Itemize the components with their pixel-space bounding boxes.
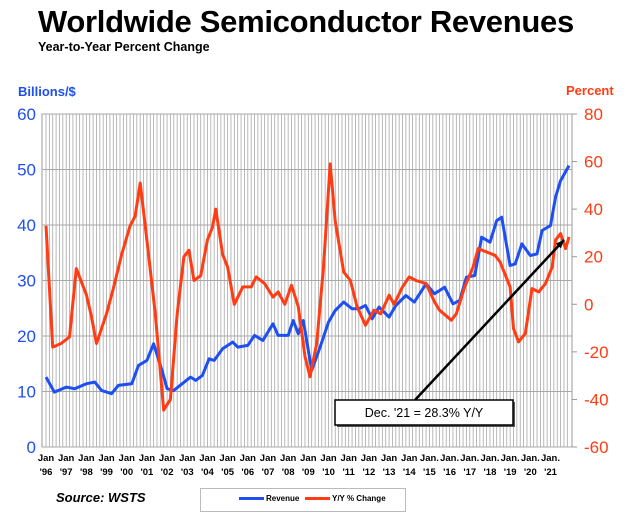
legend-item-revenue: Revenue: [239, 494, 299, 503]
left-tick-label: 20: [17, 327, 36, 346]
x-tick-label: Jan: [381, 453, 398, 464]
x-tick-label: Jan: [320, 453, 337, 464]
x-tick-label: Jan: [38, 453, 55, 464]
left-tick-label: 40: [17, 216, 36, 235]
x-tick-label: Jan: [240, 453, 257, 464]
legend-swatch-revenue: [239, 497, 264, 500]
left-tick-label: 0: [27, 438, 36, 457]
x-tick-label: Jan: [58, 453, 75, 464]
x-tick-label: '07: [262, 467, 275, 478]
x-tick-label: Jan: [341, 453, 358, 464]
x-tick-label: Jan: [280, 453, 297, 464]
left-tick-label: 10: [17, 383, 36, 402]
x-tick-label: '99: [100, 467, 113, 478]
x-tick-label: '17: [463, 467, 476, 478]
x-tick-label: Jan.: [521, 453, 540, 464]
x-tick-label: '02: [161, 467, 174, 478]
left-tick-label: 60: [17, 105, 36, 124]
x-tick-label: '21: [544, 467, 558, 478]
x-tick-label: Jan.: [420, 453, 439, 464]
x-tick-label: Jan: [139, 453, 156, 464]
left-tick-label: 30: [17, 272, 36, 291]
x-tick-label: Jan: [98, 453, 115, 464]
right-tick-label: 40: [584, 200, 603, 219]
x-tick-label: Jan: [219, 453, 236, 464]
legend-label-yoy: Y/Y % Change: [332, 494, 386, 503]
x-tick-label: Jan: [401, 453, 418, 464]
annotation-label: Dec. '21 = 28.3% Y/Y: [365, 406, 484, 420]
x-tick-label: Jan: [78, 453, 95, 464]
x-tick-label: Jan: [361, 453, 378, 464]
left-tick-label: 50: [17, 161, 36, 180]
legend: Revenue Y/Y % Change: [200, 488, 406, 512]
x-tick-label: '04: [201, 467, 215, 478]
x-tick-label: '15: [423, 467, 437, 478]
x-tick-label: '18: [484, 467, 497, 478]
right-tick-label: 20: [584, 248, 603, 267]
chart-title: Worldwide Semiconductor Revenues: [38, 4, 574, 39]
x-tick-label: '97: [60, 467, 73, 478]
x-tick-label: Jan: [159, 453, 176, 464]
right-tick-label: -40: [584, 390, 609, 409]
arrowhead-icon: [555, 239, 564, 249]
x-tick-label: Jan: [199, 453, 216, 464]
chart-subtitle: Year-to-Year Percent Change: [38, 40, 210, 54]
x-tick-label: '08: [282, 467, 295, 478]
x-tick-label: '06: [241, 467, 254, 478]
right-tick-label: 0: [584, 295, 593, 314]
x-tick-label: Jan.: [440, 453, 459, 464]
x-tick-label: Jan.: [480, 453, 499, 464]
x-tick-label: Jan: [179, 453, 196, 464]
x-tick-label: '19: [504, 467, 517, 478]
left-axis-label: Billions/$: [18, 84, 76, 99]
x-tick-label: Jan.: [541, 453, 560, 464]
x-tick-label: '96: [40, 467, 53, 478]
x-tick-label: '12: [362, 467, 375, 478]
x-tick-label: '13: [383, 467, 396, 478]
x-tick-label: '14: [403, 467, 417, 478]
annotation-arrow: [414, 239, 565, 401]
x-tick-label: '03: [181, 467, 194, 478]
right-axis-label: Percent: [566, 83, 614, 98]
x-tick-label: Jan.: [460, 453, 479, 464]
yoy-change-line: [44, 162, 571, 412]
legend-label-revenue: Revenue: [266, 494, 300, 503]
x-tick-label: '20: [524, 467, 537, 478]
x-tick-label: '00: [120, 467, 133, 478]
x-tick-label: Jan.: [501, 453, 520, 464]
right-tick-label: 60: [584, 153, 603, 172]
x-tick-label: Jan: [119, 453, 136, 464]
x-tick-label: '01: [140, 467, 154, 478]
source-note: Source: WSTS: [56, 490, 146, 505]
right-tick-label: -60: [584, 438, 609, 457]
x-tick-label: '05: [221, 467, 235, 478]
x-tick-label: '10: [322, 467, 335, 478]
annotation-box: [334, 399, 514, 426]
x-tick-label: '09: [302, 467, 315, 478]
right-tick-label: -20: [584, 343, 609, 362]
x-tick-label: '98: [80, 467, 93, 478]
x-tick-label: '16: [443, 467, 456, 478]
legend-item-yoy: Y/Y % Change: [305, 494, 386, 503]
x-tick-label: '11: [343, 467, 356, 478]
legend-swatch-yoy: [305, 497, 330, 500]
x-tick-label: Jan: [260, 453, 277, 464]
x-tick-label: Jan: [300, 453, 317, 464]
right-tick-label: 80: [584, 105, 603, 124]
